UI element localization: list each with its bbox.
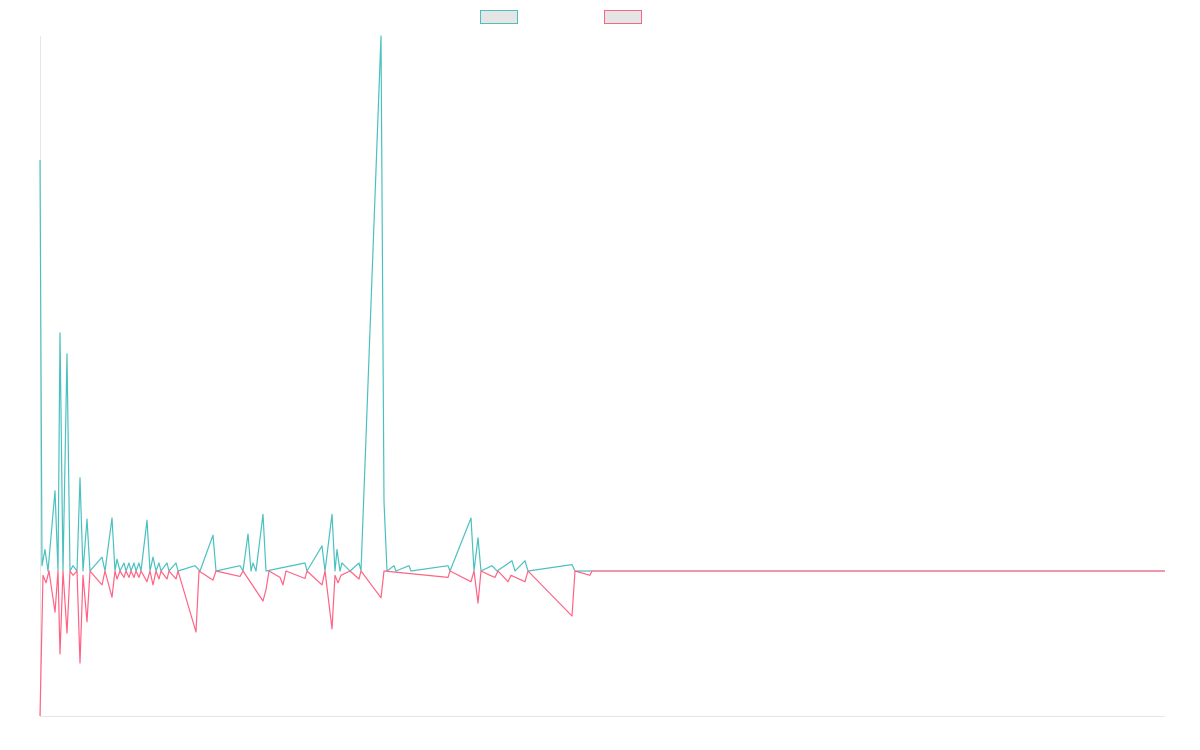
series-line-2 (39, 570, 1165, 717)
legend-swatch-series-2[interactable] (604, 10, 642, 24)
series-layer (39, 35, 1165, 717)
series-line-1 (39, 35, 1165, 572)
legend-swatch-series-1[interactable] (480, 10, 518, 24)
